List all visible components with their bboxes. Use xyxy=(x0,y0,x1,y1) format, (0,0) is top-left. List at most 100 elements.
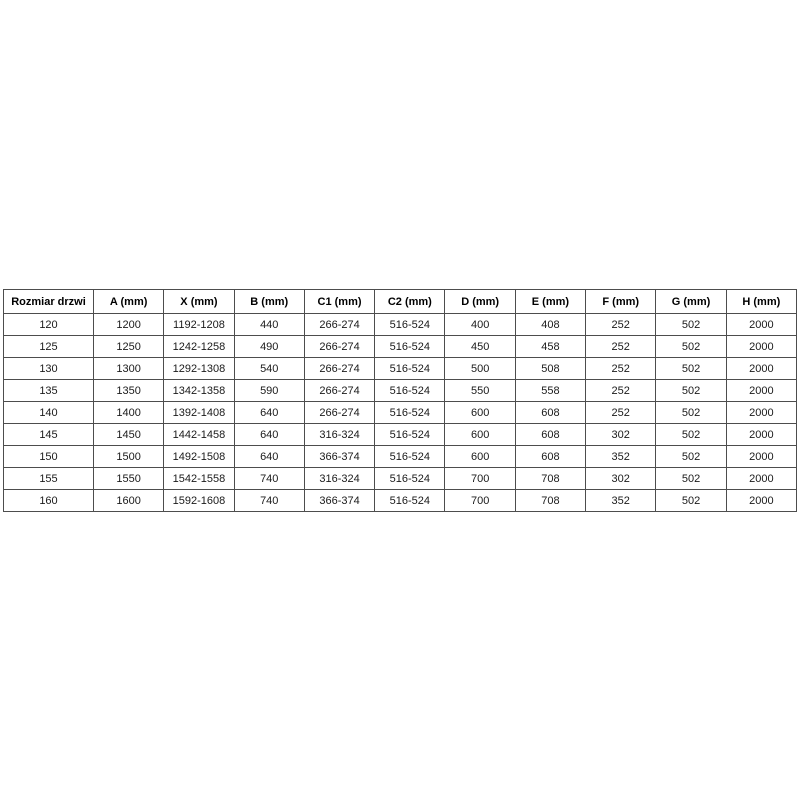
table-cell: 266-274 xyxy=(303,357,376,380)
table-cell: 252 xyxy=(585,357,657,380)
table-row: 125 1250 1242-1258 490 266-274 516-524 450 458 2… xyxy=(3,335,798,358)
table-cell: 740 xyxy=(233,489,305,512)
header-cell: F (mm) xyxy=(585,289,657,314)
table-cell: 550 xyxy=(444,379,516,402)
table-cell: 700 xyxy=(444,489,516,512)
header-cell: E (mm) xyxy=(514,289,587,314)
table-cell: 125 xyxy=(3,335,94,358)
table-cell: 600 xyxy=(444,423,516,446)
table-row: 145 1450 1442-1458 640 316-324 516-524 600 608 3… xyxy=(3,423,798,446)
table-cell: 366-374 xyxy=(303,489,376,512)
table-cell: 600 xyxy=(444,401,516,424)
table-cell: 130 xyxy=(3,357,94,380)
table-cell: 1200 xyxy=(92,313,165,336)
table-cell: 140 xyxy=(3,401,94,424)
table-cell: 408 xyxy=(514,313,587,336)
table-cell: 540 xyxy=(233,357,305,380)
table-cell: 2000 xyxy=(725,313,798,336)
table-cell: 1192-1208 xyxy=(163,313,235,336)
table-cell: 516-524 xyxy=(374,379,446,402)
dimensions-table-container: Rozmiar drzwi A (mm) X (mm) B (mm) C1 (mm) C2… xyxy=(3,289,798,512)
table-cell: 516-524 xyxy=(374,335,446,358)
table-cell: 266-274 xyxy=(303,401,376,424)
table-cell: 2000 xyxy=(725,401,798,424)
table-cell: 640 xyxy=(233,445,305,468)
table-cell: 450 xyxy=(444,335,516,358)
table-cell: 252 xyxy=(585,379,657,402)
table-cell: 266-274 xyxy=(303,379,376,402)
header-cell: D (mm) xyxy=(444,289,516,314)
header-cell: H (mm) xyxy=(725,289,798,314)
table-cell: 135 xyxy=(3,379,94,402)
table-cell: 458 xyxy=(514,335,587,358)
table-row: 140 1400 1392-1408 640 266-274 516-524 600 608 2… xyxy=(3,401,798,424)
table-cell: 266-274 xyxy=(303,335,376,358)
table-cell: 1450 xyxy=(92,423,165,446)
table-cell: 516-524 xyxy=(374,313,446,336)
table-cell: 440 xyxy=(233,313,305,336)
table-row: 150 1500 1492-1508 640 366-374 516-524 600 608 3… xyxy=(3,445,798,468)
table-cell: 516-524 xyxy=(374,467,446,490)
table-cell: 1392-1408 xyxy=(163,401,235,424)
table-cell: 1442-1458 xyxy=(163,423,235,446)
table-cell: 316-324 xyxy=(303,423,376,446)
table-row: 120 1200 1192-1208 440 266-274 516-524 400 408 2… xyxy=(3,313,798,336)
table-cell: 266-274 xyxy=(303,313,376,336)
table-cell: 2000 xyxy=(725,445,798,468)
table-cell: 1292-1308 xyxy=(163,357,235,380)
table-body: 120 1200 1192-1208 440 266-274 516-524 400 408 2… xyxy=(3,313,798,512)
table-cell: 502 xyxy=(655,467,727,490)
header-cell: C2 (mm) xyxy=(374,289,446,314)
table-cell: 490 xyxy=(233,335,305,358)
table-cell: 1592-1608 xyxy=(163,489,235,512)
table-cell: 700 xyxy=(444,467,516,490)
table-cell: 302 xyxy=(585,467,657,490)
table-cell: 558 xyxy=(514,379,587,402)
table-cell: 502 xyxy=(655,357,727,380)
table-row: 160 1600 1592-1608 740 366-374 516-524 700 708 3… xyxy=(3,489,798,512)
table-cell: 516-524 xyxy=(374,357,446,380)
header-cell: G (mm) xyxy=(655,289,727,314)
table-cell: 120 xyxy=(3,313,94,336)
table-cell: 316-324 xyxy=(303,467,376,490)
table-cell: 252 xyxy=(585,335,657,358)
table-cell: 516-524 xyxy=(374,401,446,424)
table-cell: 160 xyxy=(3,489,94,512)
table-cell: 2000 xyxy=(725,357,798,380)
table-cell: 1492-1508 xyxy=(163,445,235,468)
table-cell: 708 xyxy=(514,489,587,512)
table-cell: 1342-1358 xyxy=(163,379,235,402)
table-cell: 352 xyxy=(585,445,657,468)
table-cell: 2000 xyxy=(725,423,798,446)
table-cell: 590 xyxy=(233,379,305,402)
table-cell: 502 xyxy=(655,489,727,512)
table-cell: 516-524 xyxy=(374,489,446,512)
table-cell: 502 xyxy=(655,313,727,336)
table-cell: 502 xyxy=(655,335,727,358)
table-cell: 150 xyxy=(3,445,94,468)
table-cell: 155 xyxy=(3,467,94,490)
table-cell: 352 xyxy=(585,489,657,512)
table-cell: 600 xyxy=(444,445,516,468)
table-cell: 1542-1558 xyxy=(163,467,235,490)
table-cell: 508 xyxy=(514,357,587,380)
header-cell: C1 (mm) xyxy=(303,289,376,314)
table-cell: 1500 xyxy=(92,445,165,468)
table-cell: 708 xyxy=(514,467,587,490)
table-cell: 252 xyxy=(585,313,657,336)
table-cell: 1350 xyxy=(92,379,165,402)
table-cell: 1600 xyxy=(92,489,165,512)
header-row: Rozmiar drzwi A (mm) X (mm) B (mm) C1 (mm) C2… xyxy=(3,289,798,314)
table-row: 130 1300 1292-1308 540 266-274 516-524 500 508 2… xyxy=(3,357,798,380)
table-row: 155 1550 1542-1558 740 316-324 516-524 700 708 3… xyxy=(3,467,798,490)
table-cell: 516-524 xyxy=(374,423,446,446)
header-cell: X (mm) xyxy=(163,289,235,314)
table-cell: 2000 xyxy=(725,489,798,512)
table-cell: 500 xyxy=(444,357,516,380)
table-cell: 640 xyxy=(233,423,305,446)
table-cell: 2000 xyxy=(725,335,798,358)
table-cell: 145 xyxy=(3,423,94,446)
table-cell: 1250 xyxy=(92,335,165,358)
table-cell: 400 xyxy=(444,313,516,336)
